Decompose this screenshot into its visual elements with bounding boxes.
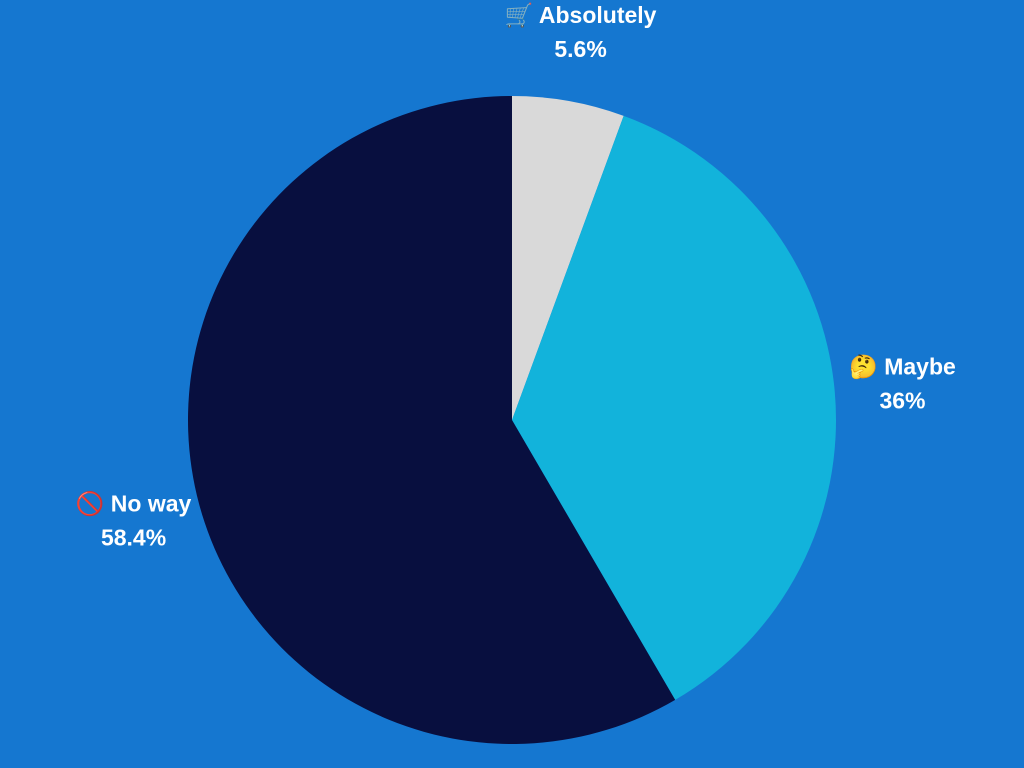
pie-slice [512, 96, 624, 420]
slice-value-label: 5.6% [554, 36, 606, 62]
pie-slice [512, 115, 836, 700]
slice-value-label: 36% [879, 388, 925, 414]
slice-value-label: 58.4% [101, 524, 166, 550]
slice-label: 🚫 No way [76, 490, 192, 517]
pie-slice [187, 96, 676, 745]
slice-label: 🤔 Maybe [849, 354, 956, 381]
slice-label: 🛒 Absolutely [505, 2, 657, 29]
